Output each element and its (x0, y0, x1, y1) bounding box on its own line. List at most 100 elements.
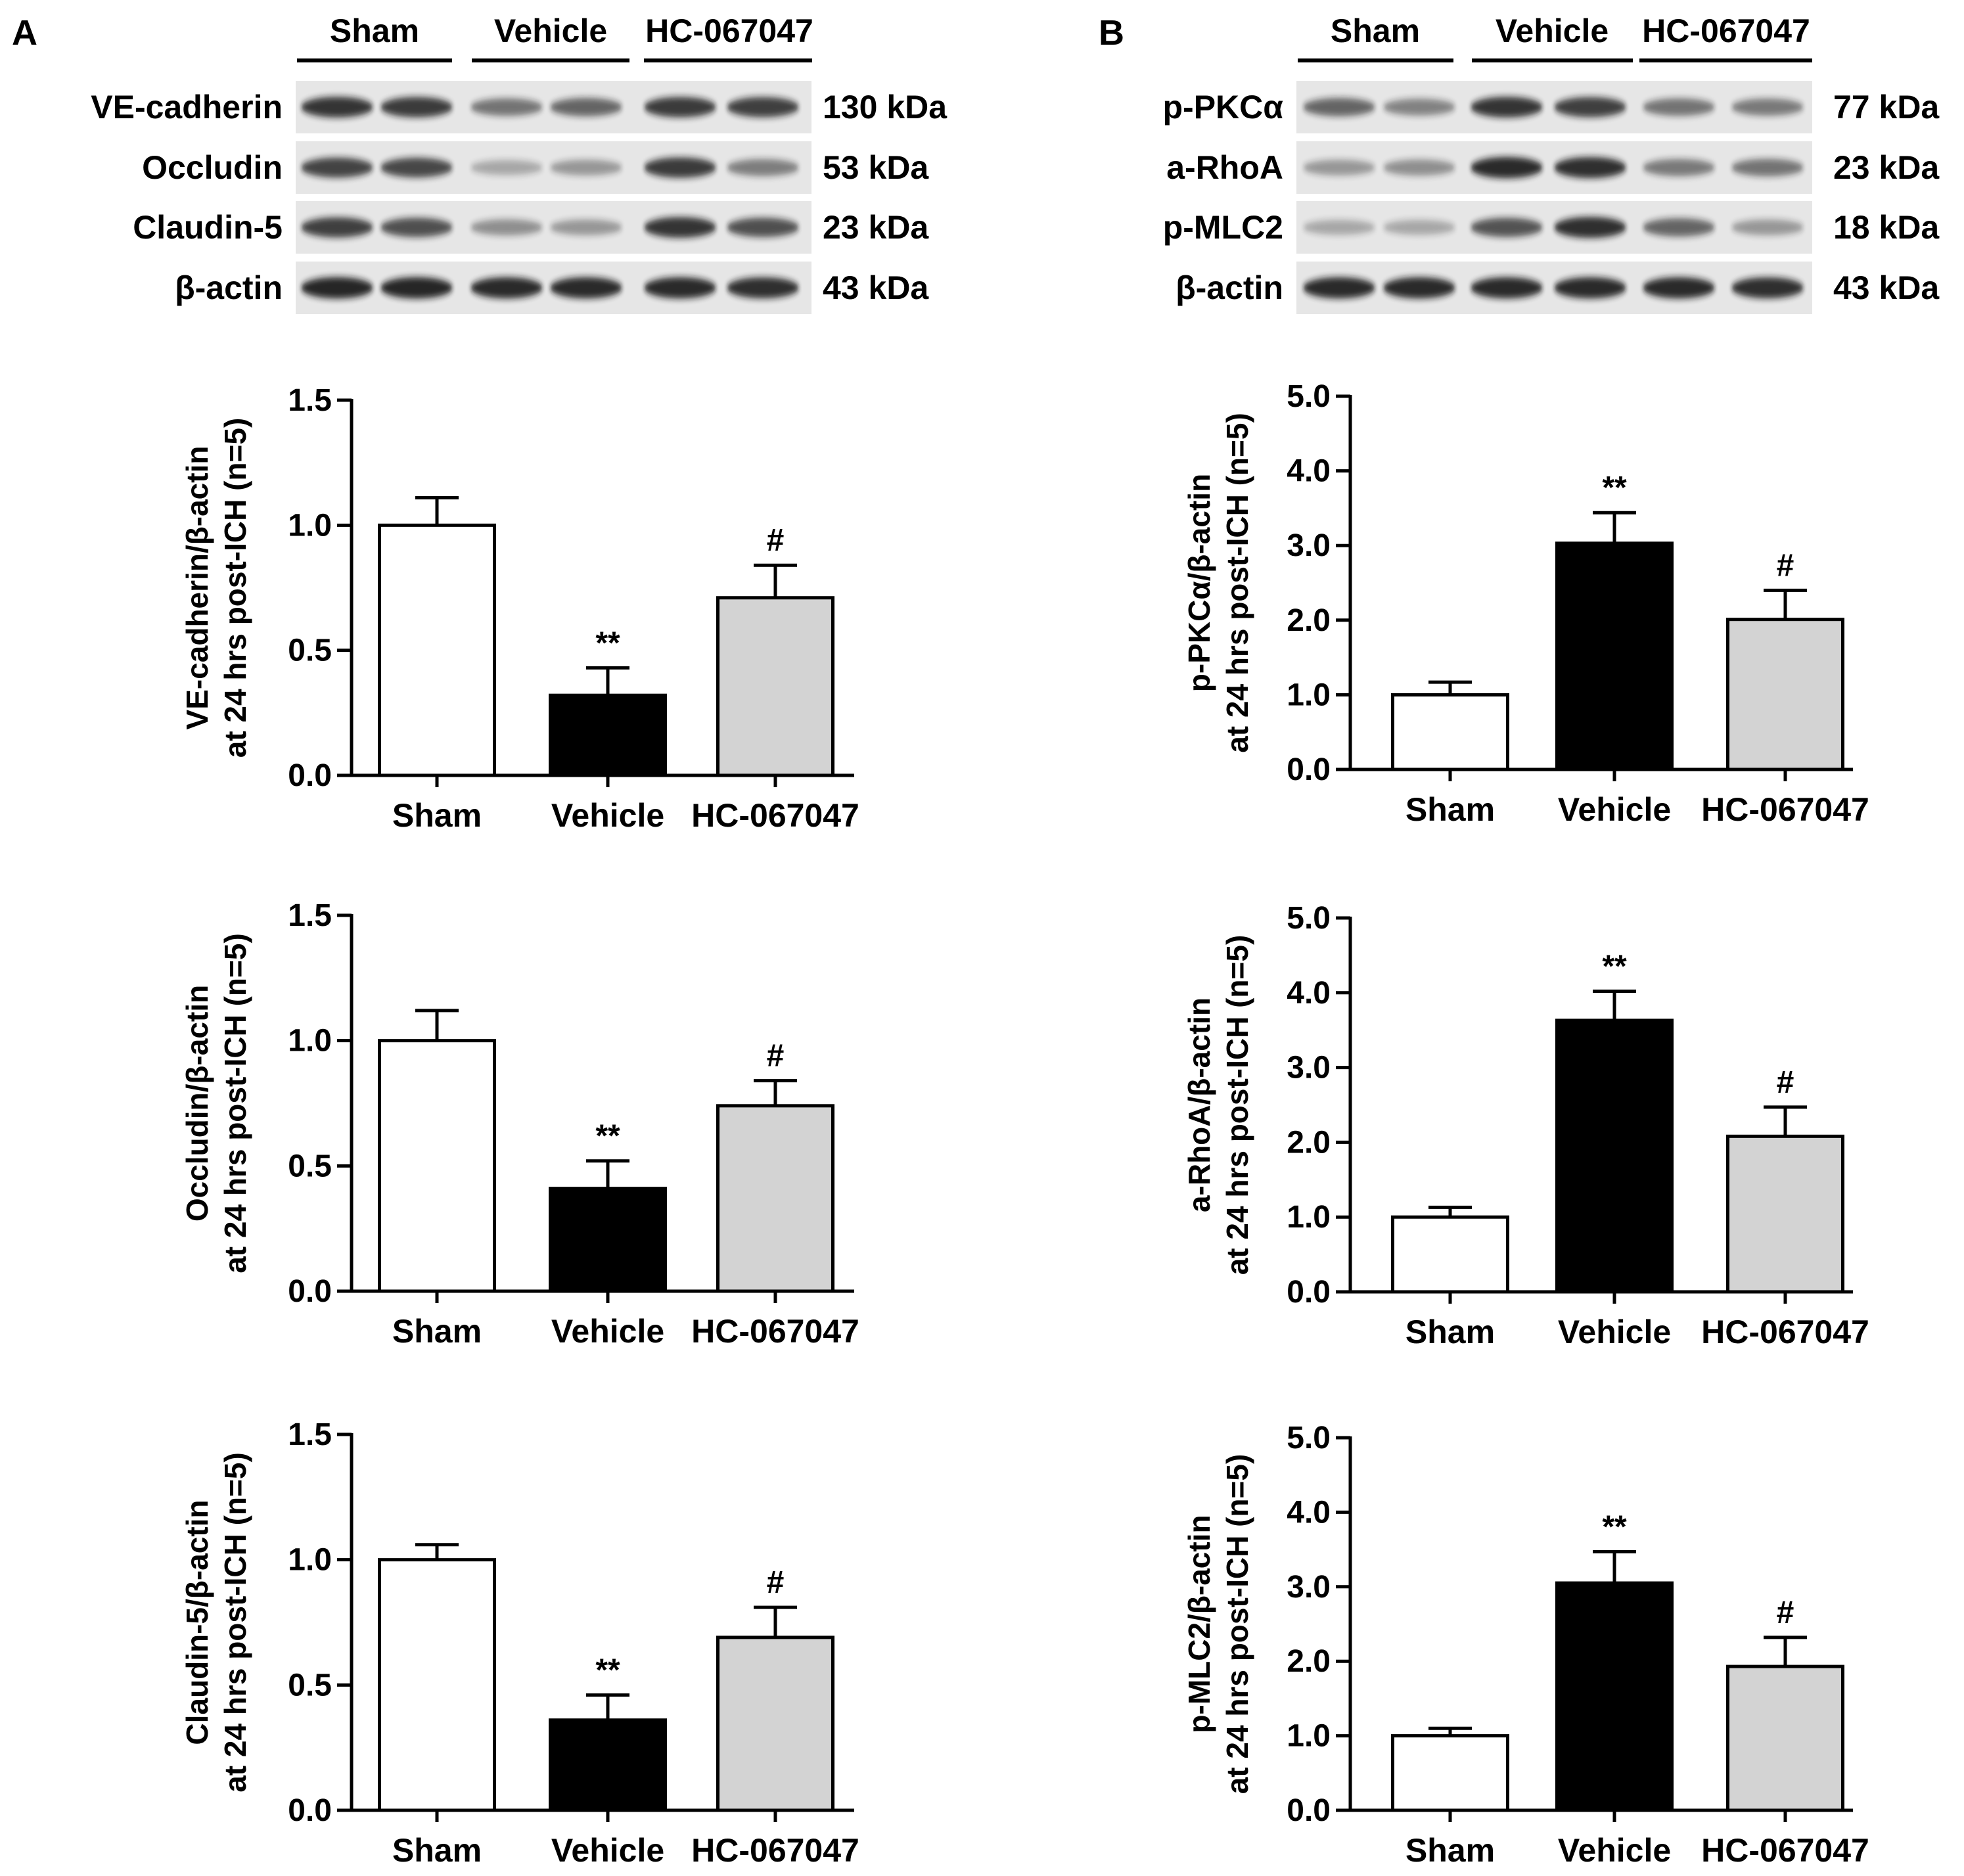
blot-band (1383, 159, 1455, 176)
blot-group-label: Vehicle (1496, 12, 1609, 49)
significance-marker: ** (1602, 949, 1627, 984)
blot-kda-label: 43 kDa (1833, 269, 1940, 306)
y-axis-label: at 24 hrs post-ICH (n=5) (1220, 935, 1254, 1275)
y-tick-label: 1.5 (288, 383, 332, 418)
blot-protein-label: β-actin (175, 269, 283, 306)
bar-hc-067047 (716, 1104, 834, 1293)
bar-hc-067047 (1726, 1134, 1844, 1294)
bar-vehicle (1555, 1581, 1674, 1812)
x-tick-label: Sham (1405, 1832, 1495, 1869)
blot-group-label: HC-067047 (1642, 12, 1810, 49)
blot-band (1471, 277, 1543, 299)
y-tick-label: 5.0 (1287, 901, 1331, 936)
y-tick-label: 1.0 (288, 508, 332, 543)
blot-band (644, 157, 716, 178)
y-tick-label: 0.0 (1287, 1275, 1331, 1310)
x-tick-label: Sham (392, 797, 482, 834)
blot-band (1643, 98, 1715, 116)
y-axis-label: p-PKCα/β-actin (1182, 474, 1216, 692)
y-tick-label: 2.0 (1287, 603, 1331, 638)
y-tick-label: 0.0 (1287, 1793, 1331, 1828)
blot-protein-label: Claudin-5 (133, 209, 283, 246)
blot-band (727, 217, 799, 237)
x-tick-label: Vehicle (1558, 1832, 1671, 1869)
significance-marker: # (767, 1565, 785, 1600)
bar-sham (1391, 693, 1509, 771)
bar-sham (1391, 1215, 1509, 1294)
y-axis-label: Claudin-5/β-actin (180, 1499, 214, 1745)
blot-group-label: Sham (330, 12, 419, 49)
bar-chart-5: Sham ** Vehicle # HC-067047 0.0 1.0 2.0 3.0 4.0 5.… (1182, 901, 1869, 1350)
y-axis-label: at 24 hrs post-ICH (n=5) (218, 933, 252, 1273)
y-tick-label: 1.0 (1287, 1719, 1331, 1754)
blot-band (1554, 156, 1626, 179)
x-tick-label: Vehicle (551, 1313, 664, 1350)
blot-band (1731, 219, 1804, 236)
y-axis-label: p-MLC2/β-actin (1182, 1515, 1216, 1733)
blot-band (1643, 277, 1715, 299)
x-tick-label: HC-067047 (1701, 791, 1869, 828)
x-tick-label: Vehicle (1558, 791, 1671, 828)
bar-vehicle (1555, 541, 1674, 771)
x-tick-label: Vehicle (551, 797, 664, 834)
blot-kda-label: 18 kDa (1833, 209, 1940, 246)
y-tick-label: 4.0 (1287, 454, 1331, 489)
bar-vehicle (549, 1187, 667, 1293)
y-tick-label: 5.0 (1287, 1421, 1331, 1455)
blot-band (550, 219, 622, 236)
blot-kda-label: 23 kDa (823, 209, 929, 246)
blot-band (380, 97, 453, 118)
blot-band (1383, 219, 1455, 235)
y-axis-label: at 24 hrs post-ICH (n=5) (1220, 1454, 1254, 1795)
bar-chart-4: Sham ** Vehicle # HC-067047 0.0 1.0 2.0 3.0 4.0 5.… (1182, 379, 1869, 828)
bar-hc-067047 (1726, 618, 1844, 771)
blot-band (301, 277, 373, 299)
panel-a-blot: A Sham Vehicle HC-067047 VE-cadherin 130 kDa O… (12, 12, 948, 314)
bar-sham (1391, 1734, 1509, 1812)
blot-protein-label: p-PKCα (1163, 89, 1284, 126)
blot-band (727, 277, 799, 299)
y-axis-label: at 24 hrs post-ICH (n=5) (1220, 413, 1254, 753)
x-tick-label: HC-067047 (691, 797, 859, 834)
bar-vehicle (549, 693, 667, 777)
y-tick-label: 1.0 (1287, 1200, 1331, 1235)
panel-letter: B (1099, 13, 1124, 53)
y-tick-label: 0.0 (288, 1793, 332, 1828)
blot-band (550, 159, 622, 176)
blot-band (1643, 158, 1715, 177)
blot-band (1554, 216, 1626, 239)
bar-chart-3: Sham ** Vehicle # HC-067047 0.0 0.5 1.0 1.5 Claud… (180, 1417, 859, 1869)
bar-hc-067047 (1726, 1664, 1844, 1812)
blot-band (470, 277, 543, 299)
significance-marker: ** (595, 626, 620, 660)
y-tick-label: 0.5 (288, 633, 332, 668)
blot-band (1554, 97, 1626, 118)
significance-marker: ** (1602, 1510, 1627, 1545)
bar-chart-2: Sham ** Vehicle # HC-067047 0.0 0.5 1.0 1.5 Occlu… (180, 898, 859, 1350)
significance-marker: # (767, 523, 785, 558)
x-tick-label: Vehicle (551, 1832, 664, 1869)
y-tick-label: 5.0 (1287, 379, 1331, 414)
blot-band (301, 97, 373, 118)
x-tick-label: HC-067047 (691, 1832, 859, 1869)
blot-kda-label: 43 kDa (823, 269, 929, 306)
blot-group-label: Sham (1331, 12, 1420, 49)
bar-vehicle (1555, 1018, 1674, 1294)
blot-band (550, 277, 622, 299)
blot-band (1471, 97, 1543, 118)
y-tick-label: 2.0 (1287, 1644, 1331, 1679)
y-tick-label: 2.0 (1287, 1125, 1331, 1160)
blot-band (727, 97, 799, 118)
y-tick-label: 3.0 (1287, 1051, 1331, 1086)
blot-protein-label: Occludin (142, 149, 283, 186)
blot-band (380, 277, 453, 299)
y-tick-label: 0.0 (1287, 752, 1331, 787)
bar-vehicle (549, 1718, 667, 1812)
y-axis-label: Occludin/β-actin (180, 985, 214, 1222)
bar-sham (378, 523, 496, 777)
blot-band (1731, 98, 1804, 116)
blot-band (301, 157, 373, 178)
blot-kda-label: 130 kDa (823, 89, 948, 126)
blot-band (1383, 277, 1455, 299)
